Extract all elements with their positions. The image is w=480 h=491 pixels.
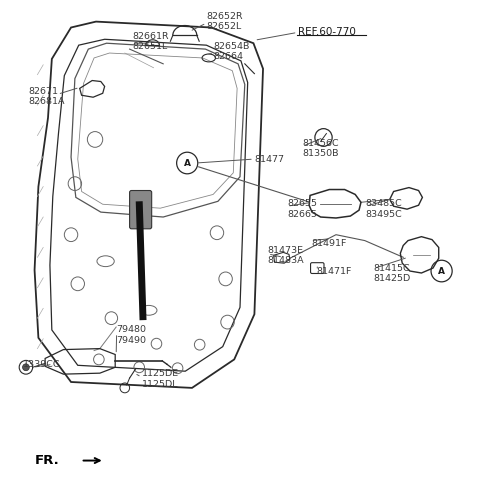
Text: 81415C
81425D: 81415C 81425D [373,264,411,283]
Text: 82654B
82664: 82654B 82664 [214,42,250,61]
Text: A: A [438,267,445,275]
Text: 1125DE
1125DL: 1125DE 1125DL [142,369,179,389]
Text: 1339CC: 1339CC [23,360,60,369]
Text: A: A [184,159,191,167]
Text: FR.: FR. [35,454,60,467]
Text: 82661R
82651L: 82661R 82651L [132,31,168,51]
Text: 82655
82665: 82655 82665 [287,199,317,219]
Text: 82671
82681A: 82671 82681A [29,86,65,106]
Text: 83485C
83495C: 83485C 83495C [366,199,403,219]
FancyBboxPatch shape [130,191,152,229]
Text: 81473E
81483A: 81473E 81483A [268,246,304,265]
Text: 81477: 81477 [254,155,284,164]
Text: REF.60-770: REF.60-770 [298,27,356,37]
Text: 82652R
82652L: 82652R 82652L [206,12,243,31]
Text: 81456C
81350B: 81456C 81350B [302,138,339,158]
Text: 79480
79490: 79480 79490 [117,325,147,345]
Circle shape [23,364,29,371]
Text: 81471F: 81471F [317,267,352,275]
Text: 81491F: 81491F [311,239,347,247]
